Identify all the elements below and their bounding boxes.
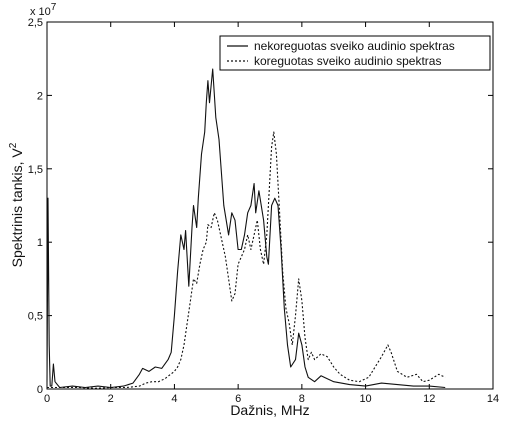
x-tick-label: 4 <box>171 393 177 405</box>
x-tick-labels: 0 2 4 6 8 10 12 14 <box>44 393 499 405</box>
x-tick-label: 14 <box>487 393 499 405</box>
y-tick-labels: 0 0,5 1 1,5 2 2,5 <box>28 17 43 396</box>
y-multiplier: x 107 <box>30 2 57 18</box>
plot-area <box>46 21 494 390</box>
x-tick-label: 8 <box>299 393 305 405</box>
x-tick-label: 0 <box>44 393 50 405</box>
series-line-koreguotas <box>47 131 446 389</box>
y-tick-label: 0 <box>37 384 43 396</box>
x-tick-label: 12 <box>423 393 435 405</box>
x-tick-label: 2 <box>108 393 114 405</box>
x-axis-label: Dažnis, MHz <box>230 402 309 418</box>
legend: nekoreguotas sveiko audinio spektras kor… <box>219 35 491 71</box>
x-tick-label: 6 <box>235 393 241 405</box>
series-line-nekoreguotas <box>46 68 446 389</box>
legend-label-solid: nekoreguotas sveiko audinio spektras <box>254 39 455 53</box>
y-tick-label: 2 <box>37 90 43 102</box>
series-layer <box>46 68 446 389</box>
x-tick-label: 10 <box>359 393 371 405</box>
y-axis-label: Spektrinis tankis, V2 <box>8 142 25 267</box>
legend-label-dotted: koreguotas sveiko audinio spektras <box>254 54 441 68</box>
y-tick-label: 2,5 <box>28 17 43 29</box>
legend-box <box>219 35 491 71</box>
y-tick-label: 0,5 <box>28 311 43 323</box>
y-tick-label: 1 <box>37 237 43 249</box>
y-tick-label: 1,5 <box>28 164 43 176</box>
